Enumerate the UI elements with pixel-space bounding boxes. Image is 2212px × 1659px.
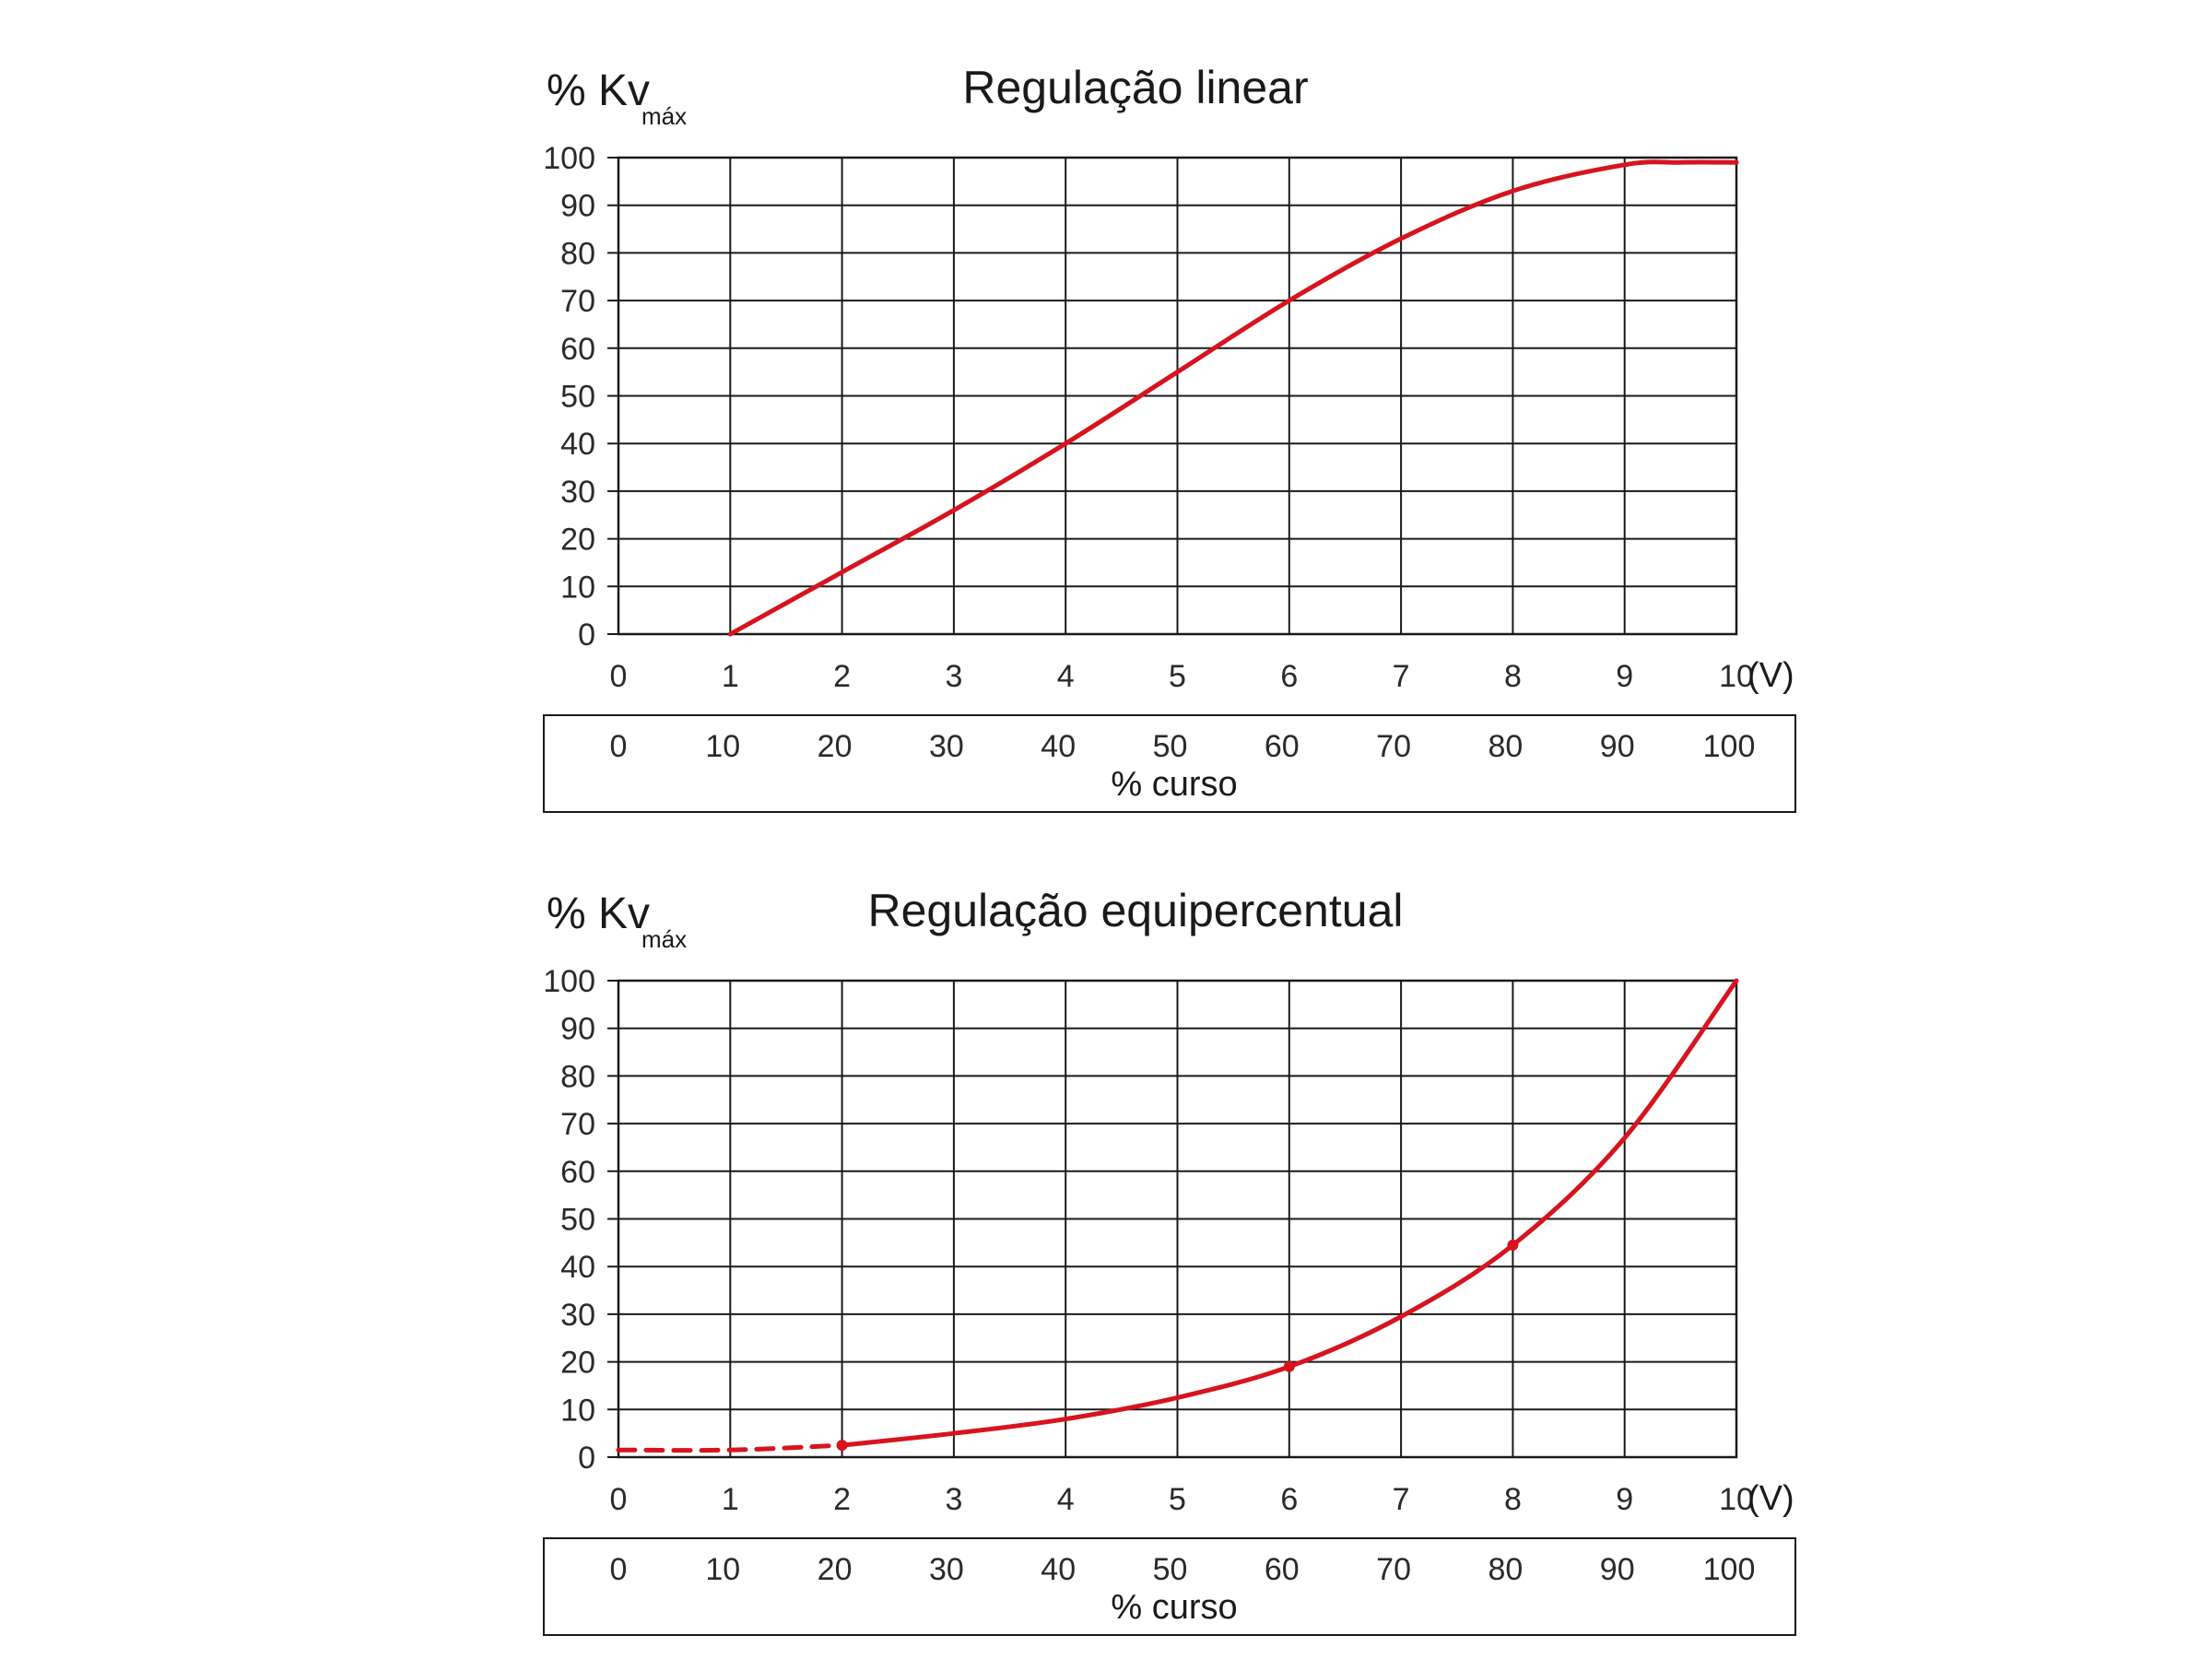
y-tick-label: 100 — [543, 964, 595, 999]
percent-tick-label: 70 — [1376, 729, 1411, 764]
x-tick-label: 8 — [1504, 659, 1522, 694]
y-tick-label: 40 — [560, 1250, 595, 1285]
y-tick-label: 100 — [543, 141, 595, 176]
percent-tick-label: 30 — [929, 729, 964, 764]
x-tick-label: 5 — [1169, 659, 1186, 694]
y-axis-label-subscript: máx — [641, 925, 687, 953]
chart-1: Regulação linear% Kvmáx01020304050607080… — [543, 62, 1796, 813]
x-tick-label: 7 — [1393, 1482, 1410, 1517]
x-tick-label: 6 — [1280, 1482, 1298, 1517]
curve-point-marker — [1507, 1239, 1519, 1251]
plot-frame — [617, 979, 1738, 1459]
curve-point-marker — [836, 1440, 848, 1452]
y-axis-label: % Kv — [547, 889, 650, 938]
percent-tick-label: 100 — [1703, 1552, 1756, 1587]
y-axis-label-subscript: máx — [641, 102, 687, 130]
percent-axis-label: % curso — [1111, 1588, 1237, 1627]
x-tick-label: 4 — [1057, 659, 1075, 694]
x-tick-label: 7 — [1393, 659, 1410, 694]
percent-tick-label: 0 — [610, 1552, 628, 1587]
x-tick-label: 9 — [1616, 1482, 1633, 1517]
x-tick-label: 5 — [1169, 1482, 1186, 1517]
x-unit-label: (V) — [1747, 656, 1794, 695]
y-tick-label: 0 — [578, 618, 595, 653]
percent-tick-label: 40 — [1041, 729, 1076, 764]
chart-title: Regulação equipercentual — [868, 885, 1404, 936]
x-tick-label: 1 — [722, 659, 739, 694]
percent-tick-label: 10 — [705, 1552, 740, 1587]
grid — [607, 980, 1737, 1458]
y-tick-label: 70 — [560, 284, 595, 319]
y-axis-label: % Kv — [547, 66, 650, 115]
percent-stroke-box — [543, 1537, 1796, 1636]
y-tick-label: 0 — [578, 1441, 595, 1476]
curve-series — [727, 159, 1739, 637]
x-tick-label: 6 — [1280, 659, 1298, 694]
x-tick-label: 4 — [1057, 1482, 1075, 1517]
percent-tick-label: 90 — [1600, 1552, 1635, 1587]
y-tick-label: 40 — [560, 427, 595, 462]
percent-tick-label: 0 — [610, 729, 628, 764]
x-tick-label: 1 — [722, 1482, 739, 1517]
x-tick-label: 10 — [1719, 659, 1754, 694]
x-tick-label: 2 — [833, 1482, 851, 1517]
percent-tick-label: 50 — [1153, 729, 1188, 764]
y-tick-label: 70 — [560, 1107, 595, 1142]
percent-tick-label: 30 — [929, 1552, 964, 1587]
y-tick-label: 50 — [560, 380, 595, 415]
percent-tick-label: 60 — [1265, 1552, 1300, 1587]
chart-2: Regulação equipercentual% Kvmáx010203040… — [543, 885, 1796, 1636]
x-tick-label: 0 — [610, 1482, 628, 1517]
y-tick-label: 90 — [560, 1012, 595, 1047]
x-tick-label: 2 — [833, 659, 851, 694]
percent-tick-label: 50 — [1153, 1552, 1188, 1587]
y-tick-label: 20 — [560, 1346, 595, 1381]
percent-tick-label: 80 — [1488, 729, 1523, 764]
percent-tick-label: 10 — [705, 729, 740, 764]
grid — [607, 157, 1737, 635]
percent-axis-label: % curso — [1111, 765, 1237, 804]
y-tick-label: 20 — [560, 523, 595, 558]
percent-tick-label: 100 — [1703, 729, 1756, 764]
percent-tick-label: 90 — [1600, 729, 1635, 764]
x-tick-label: 9 — [1616, 659, 1633, 694]
plot-frame — [617, 156, 1738, 636]
x-tick-label: 0 — [610, 659, 628, 694]
chart-title: Regulação linear — [962, 62, 1308, 113]
percent-tick-label: 40 — [1041, 1552, 1076, 1587]
curve-point-marker — [1283, 1360, 1295, 1372]
y-tick-label: 30 — [560, 1298, 595, 1333]
y-tick-label: 50 — [560, 1203, 595, 1238]
y-tick-label: 10 — [560, 570, 595, 605]
y-tick-label: 80 — [560, 1059, 595, 1094]
percent-tick-label: 80 — [1488, 1552, 1523, 1587]
percent-stroke-box — [543, 714, 1796, 813]
y-tick-label: 80 — [560, 236, 595, 271]
percent-tick-label: 60 — [1265, 729, 1300, 764]
x-tick-label: 10 — [1719, 1482, 1754, 1517]
percent-tick-label: 20 — [818, 1552, 853, 1587]
y-tick-label: 60 — [560, 332, 595, 367]
y-tick-label: 30 — [560, 475, 595, 510]
y-tick-label: 90 — [560, 189, 595, 224]
x-tick-label: 3 — [945, 659, 962, 694]
percent-tick-label: 70 — [1376, 1552, 1411, 1587]
curve-dashed-segment — [616, 1442, 845, 1453]
x-tick-label: 3 — [945, 1482, 962, 1517]
percent-tick-label: 20 — [818, 729, 853, 764]
x-tick-label: 8 — [1504, 1482, 1522, 1517]
y-tick-label: 60 — [560, 1155, 595, 1190]
y-tick-label: 10 — [560, 1393, 595, 1428]
x-unit-label: (V) — [1747, 1479, 1794, 1518]
curve-series — [840, 978, 1739, 1448]
